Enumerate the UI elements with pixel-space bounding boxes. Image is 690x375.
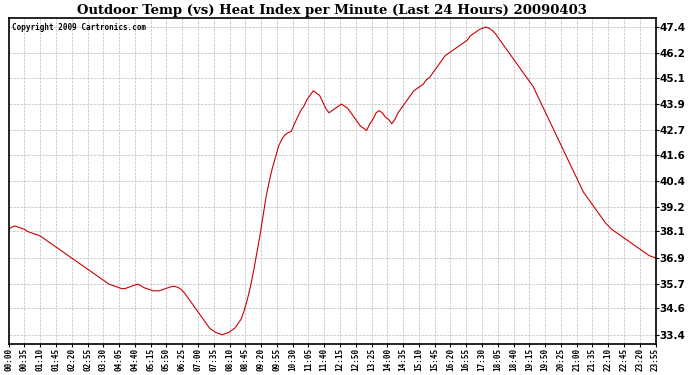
Text: Copyright 2009 Cartronics.com: Copyright 2009 Cartronics.com	[12, 23, 146, 32]
Title: Outdoor Temp (vs) Heat Index per Minute (Last 24 Hours) 20090403: Outdoor Temp (vs) Heat Index per Minute …	[77, 4, 587, 17]
